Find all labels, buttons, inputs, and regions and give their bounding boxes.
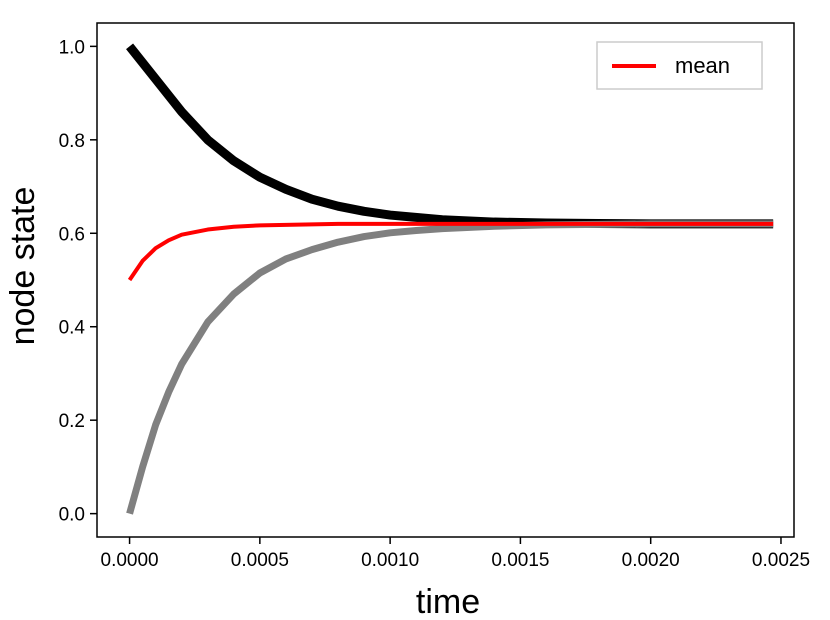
series-line-2 [126,220,774,515]
y-tick-label: 0.6 [59,224,85,245]
plot-frame [96,22,795,538]
y-tick-label: 0.2 [59,411,85,432]
y-tick-label: 1.0 [59,37,85,58]
y-tick-label: 0.8 [59,131,85,152]
x-axis-ticks: 0.0000 0.0005 0.0010 0.0015 0.0020 0.0025 [101,537,810,571]
series-layer [126,43,774,515]
y-tick-label: 0.0 [59,505,85,526]
x-tick-label: 0.0010 [361,550,419,571]
y-axis-ticks: 0.0 0.2 0.4 0.6 0.8 1.0 [59,37,97,526]
series-line-mean [127,221,774,282]
x-tick-label: 0.0000 [101,550,159,571]
x-tick-label: 0.0005 [231,550,289,571]
y-axis-label: node state [4,187,42,346]
x-tick-label: 0.0025 [752,550,810,571]
x-axis-label: time [416,583,480,620]
legend: mean [596,41,763,90]
y-tick-label: 0.4 [59,318,86,339]
x-tick-label: 0.0015 [491,550,549,571]
x-tick-label: 0.0020 [622,550,680,571]
legend-label-mean: mean [675,53,730,78]
